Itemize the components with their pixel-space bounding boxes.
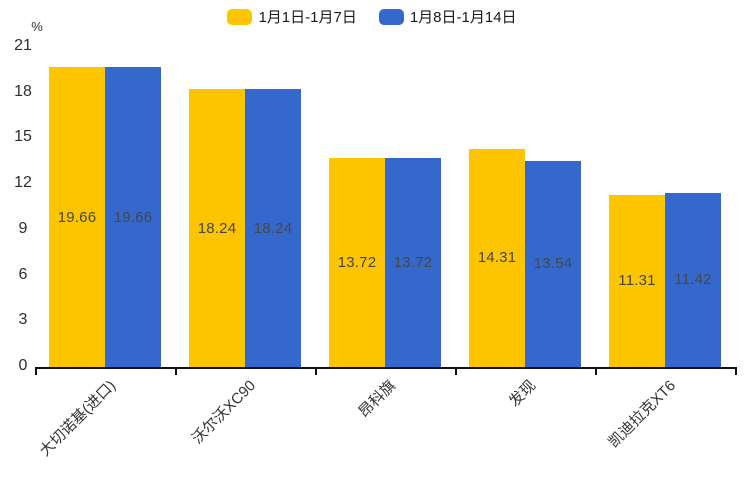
x-axis-tick (455, 367, 457, 375)
bar-1月1日-1月7日-大切诺基(进口)[interactable]: 19.66 (49, 67, 105, 367)
legend: 1月1日-1月7日 1月8日-1月14日 (0, 6, 744, 27)
y-tick-label: 12 (14, 174, 32, 192)
y-tick-label: 21 (14, 37, 32, 54)
y-axis-unit-label: % (31, 19, 43, 34)
x-axis-tick (315, 367, 317, 375)
category-label: 沃尔沃XC90 (188, 377, 260, 448)
bar-1月8日-1月14日-发现[interactable]: 13.54 (525, 160, 581, 367)
bar-1月8日-1月14日-凯迪拉克XT6[interactable]: 11.42 (665, 192, 721, 367)
category-label: 发现 (505, 377, 540, 411)
legend-item-label: 1月1日-1月7日 (258, 9, 357, 26)
bar-value-label: 18.24 (197, 219, 237, 237)
bar-1月1日-1月7日-沃尔沃XC90[interactable]: 18.24 (189, 89, 245, 367)
x-axis-tick (595, 367, 597, 375)
y-tick-label: 3 (18, 311, 28, 329)
legend-swatch-icon (378, 8, 404, 25)
y-tick-label: 15 (14, 128, 32, 146)
bar-value-label: 13.54 (533, 255, 573, 273)
category-label: 昂科旗 (355, 377, 400, 421)
legend-item-1[interactable]: 1月1日-1月7日 (227, 6, 357, 27)
y-tick-label: 0 (18, 357, 28, 374)
legend-item-2[interactable]: 1月8日-1月14日 (378, 6, 517, 27)
bar-1月1日-1月7日-发现[interactable]: 14.31 (469, 148, 525, 367)
bar-1月1日-1月7日-昂科旗[interactable]: 13.72 (329, 157, 385, 367)
bar-1月8日-1月14日-沃尔沃XC90[interactable]: 18.24 (245, 89, 301, 367)
bar-1月1日-1月7日-凯迪拉克XT6[interactable]: 11.31 (609, 194, 665, 367)
legend-swatch-icon (227, 8, 253, 25)
x-axis-tick (735, 367, 737, 375)
bar-value-label: 14.31 (477, 249, 517, 267)
bar-value-label: 19.66 (113, 208, 153, 226)
bar-value-label: 18.24 (253, 219, 293, 237)
bar-1月8日-1月14日-昂科旗[interactable]: 13.72 (385, 157, 441, 367)
x-axis-tick (35, 367, 37, 375)
y-tick-label: 9 (18, 219, 28, 237)
x-axis-line (35, 367, 736, 369)
bar-1月8日-1月14日-大切诺基(进口)[interactable]: 19.66 (105, 67, 161, 367)
category-label: 大切诺基(进口) (36, 377, 120, 460)
legend-item-label: 1月8日-1月14日 (409, 9, 517, 26)
bar-value-label: 11.42 (674, 271, 712, 289)
y-tick-label: 18 (14, 82, 32, 100)
bar-value-label: 11.31 (618, 272, 656, 290)
x-axis-tick (175, 367, 177, 375)
bar-value-label: 13.72 (393, 253, 433, 271)
bar-value-label: 13.72 (337, 253, 377, 271)
y-tick-label: 6 (18, 265, 28, 283)
bar-value-label: 19.66 (57, 208, 97, 226)
category-label: 凯迪拉克XT6 (605, 377, 680, 452)
